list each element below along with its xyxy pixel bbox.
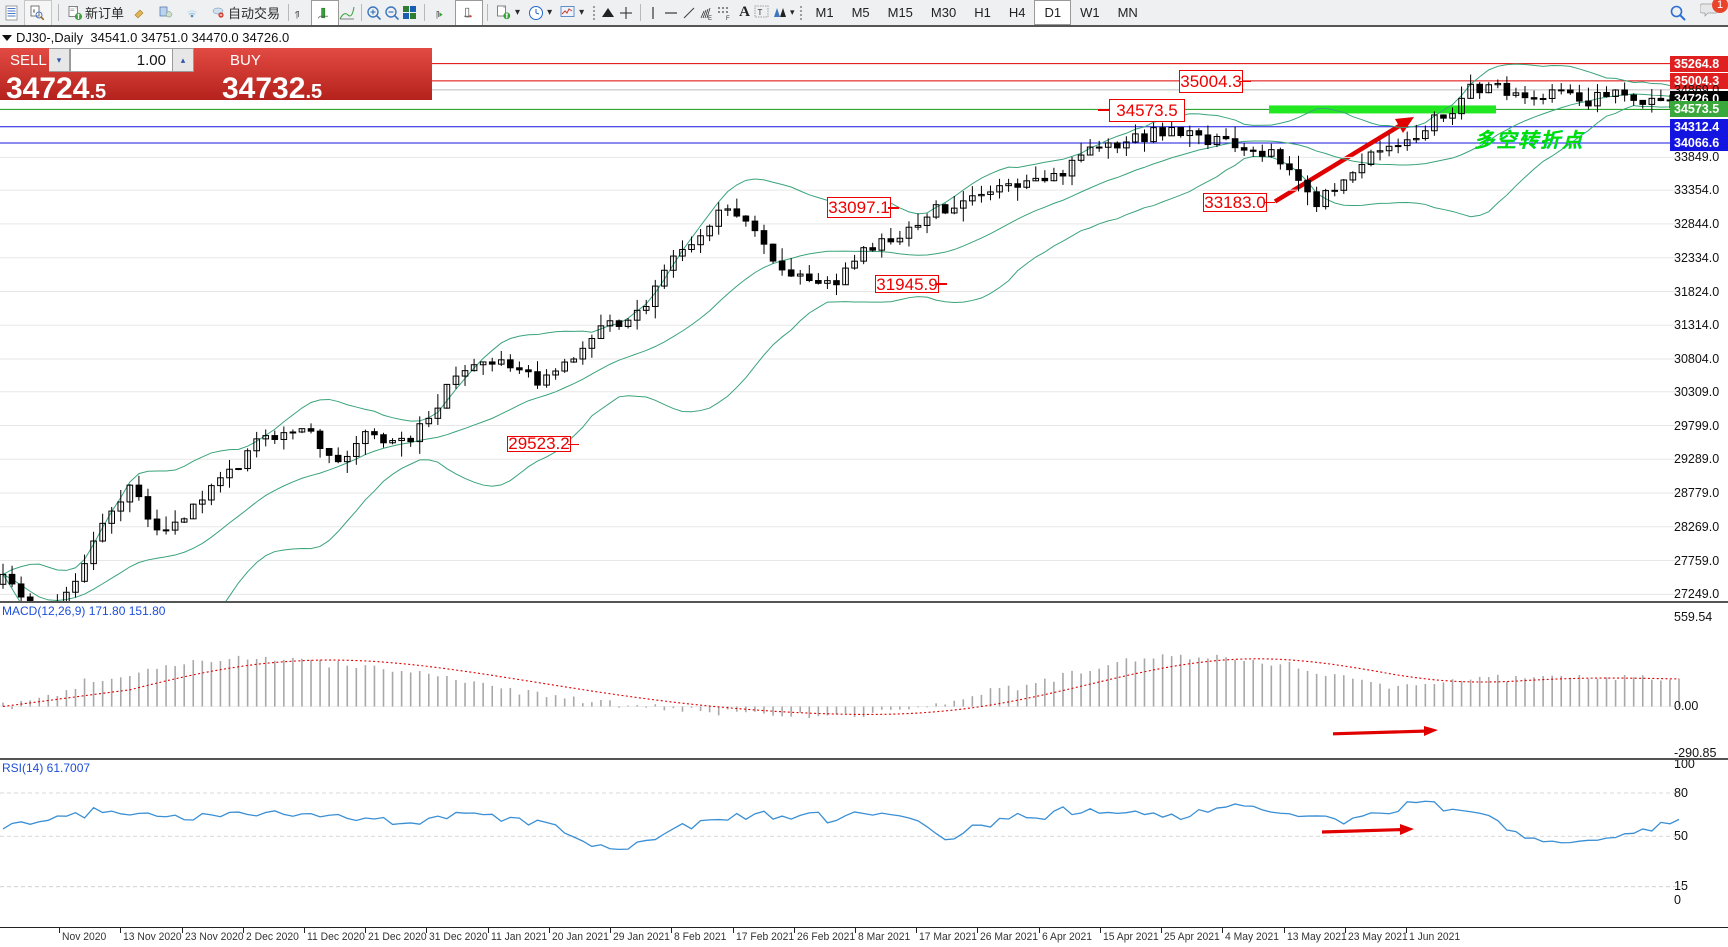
svg-text:T: T [757,8,762,17]
svg-text:E: E [708,16,712,21]
svg-text:F: F [726,16,730,21]
